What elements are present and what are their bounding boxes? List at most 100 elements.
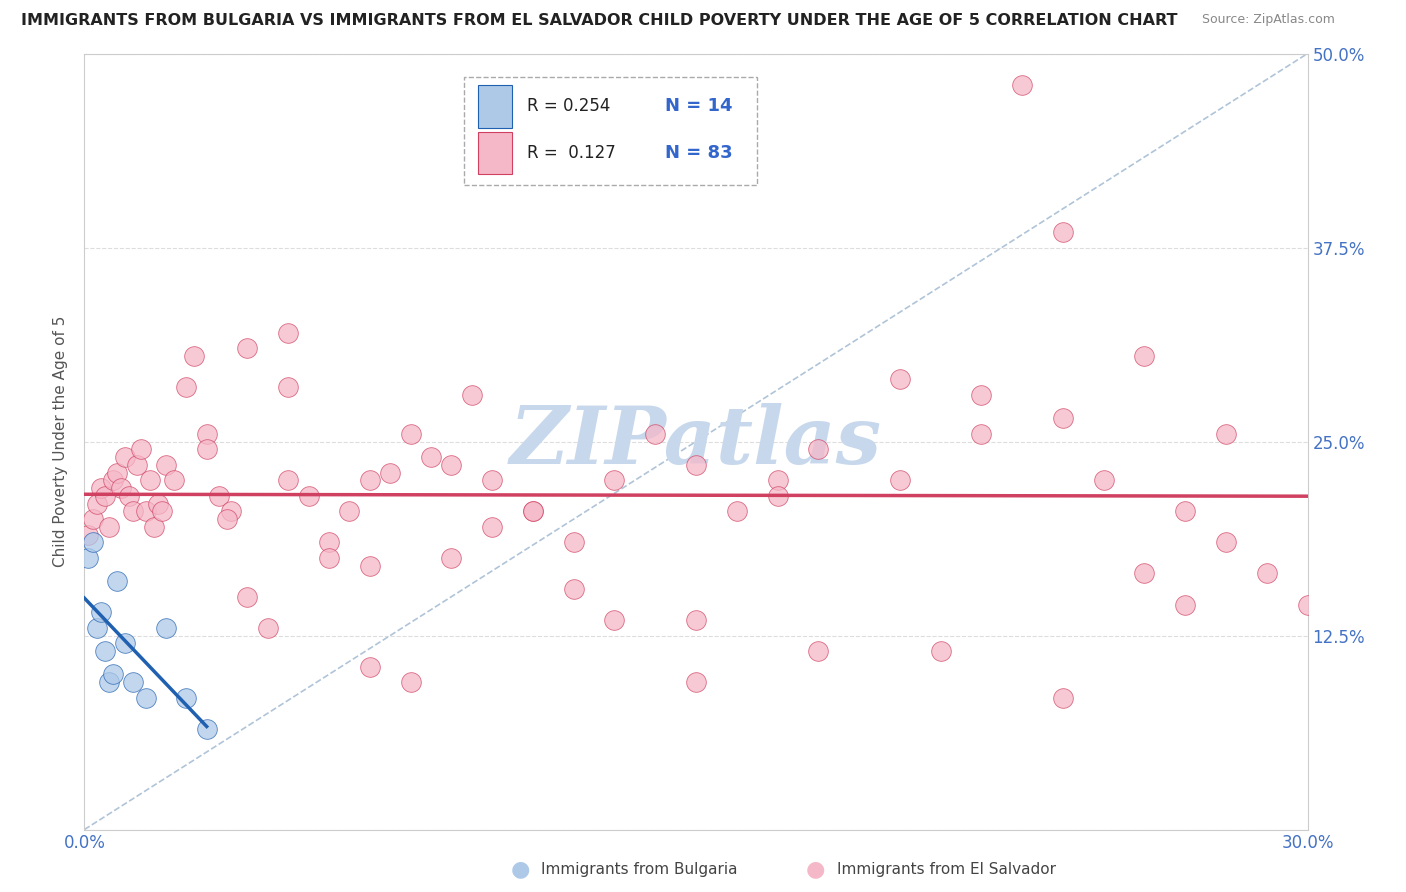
FancyBboxPatch shape (464, 77, 758, 186)
Point (440, 551, 463, 566)
Point (135, 504, 157, 518)
Point (101, 473, 124, 487)
Point (1052, 411, 1074, 425)
Point (86, 497, 108, 511)
Point (142, 520, 165, 534)
Point (90, 605, 112, 619)
Point (1092, 473, 1115, 487)
Point (725, 504, 748, 518)
Point (461, 388, 484, 402)
Point (257, 621, 280, 635)
Point (481, 520, 503, 534)
Point (195, 426, 218, 441)
Point (644, 426, 666, 441)
Point (440, 458, 463, 472)
Point (195, 722, 218, 736)
Point (114, 636, 136, 650)
Point (97, 675, 120, 690)
Point (1256, 566, 1278, 581)
Point (380, 466, 402, 480)
Point (685, 613, 707, 627)
Point (603, 613, 626, 627)
Point (1296, 598, 1319, 612)
Point (481, 473, 503, 487)
Point (127, 458, 149, 472)
Point (399, 426, 422, 441)
Point (766, 489, 789, 503)
Text: ●: ● (510, 860, 530, 880)
Point (110, 481, 132, 495)
Point (562, 535, 585, 549)
Point (1052, 690, 1074, 705)
Point (359, 558, 381, 573)
Y-axis label: Child Poverty Under the Age of 5: Child Poverty Under the Age of 5 (53, 316, 69, 567)
Point (93, 644, 115, 658)
Point (399, 675, 422, 690)
Text: Source: ZipAtlas.com: Source: ZipAtlas.com (1202, 13, 1336, 27)
Point (90, 481, 112, 495)
Point (236, 590, 259, 604)
Point (122, 504, 145, 518)
Point (195, 442, 218, 457)
Point (1174, 598, 1197, 612)
Point (1011, 78, 1033, 92)
Point (174, 380, 197, 394)
Point (1133, 349, 1156, 363)
Point (82, 512, 104, 526)
Text: IMMIGRANTS FROM BULGARIA VS IMMIGRANTS FROM EL SALVADOR CHILD POVERTY UNDER THE : IMMIGRANTS FROM BULGARIA VS IMMIGRANTS F… (21, 13, 1178, 29)
Point (86, 621, 108, 635)
Point (807, 442, 830, 457)
Point (236, 342, 259, 356)
Point (122, 675, 145, 690)
Point (183, 349, 205, 363)
Point (146, 497, 169, 511)
Point (131, 442, 153, 457)
FancyBboxPatch shape (478, 131, 513, 174)
FancyBboxPatch shape (478, 85, 513, 128)
Point (1052, 225, 1074, 239)
Text: R = 0.254: R = 0.254 (527, 97, 610, 115)
Point (277, 473, 299, 487)
Point (603, 473, 626, 487)
Point (970, 426, 993, 441)
Text: R =  0.127: R = 0.127 (527, 144, 616, 161)
Point (93, 489, 115, 503)
Point (1133, 566, 1156, 581)
Point (155, 621, 177, 635)
Point (970, 388, 993, 402)
Point (77, 551, 100, 566)
Point (1215, 535, 1237, 549)
Point (101, 667, 124, 681)
Point (1215, 426, 1237, 441)
Point (138, 473, 160, 487)
Point (105, 574, 128, 589)
Text: Immigrants from El Salvador: Immigrants from El Salvador (837, 863, 1056, 877)
Point (766, 473, 789, 487)
Point (318, 551, 340, 566)
Point (359, 473, 381, 487)
Point (522, 504, 544, 518)
Point (420, 450, 443, 464)
Text: N = 83: N = 83 (665, 144, 733, 161)
Point (114, 450, 136, 464)
Point (929, 644, 952, 658)
Point (217, 512, 239, 526)
Point (889, 473, 911, 487)
Text: N = 14: N = 14 (665, 97, 733, 115)
Text: ZIPatlas: ZIPatlas (510, 403, 882, 480)
Point (208, 489, 231, 503)
Point (135, 690, 157, 705)
Text: Immigrants from Bulgaria: Immigrants from Bulgaria (541, 863, 738, 877)
Point (155, 458, 177, 472)
Point (118, 489, 141, 503)
Point (685, 458, 707, 472)
Point (150, 504, 173, 518)
Point (298, 489, 321, 503)
Point (1174, 504, 1197, 518)
Point (359, 659, 381, 673)
Point (685, 675, 707, 690)
Point (77, 527, 100, 541)
Text: ●: ● (806, 860, 825, 880)
Point (97, 520, 120, 534)
Point (339, 504, 361, 518)
